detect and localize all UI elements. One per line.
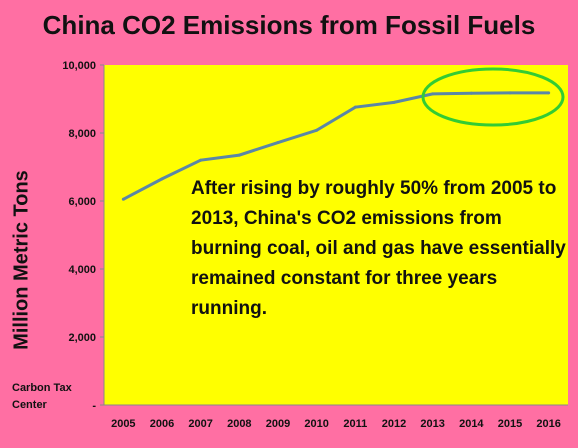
data-point xyxy=(431,92,435,96)
x-tick-label: 2015 xyxy=(498,418,522,430)
source-credit: Carbon Tax Center xyxy=(12,382,72,411)
x-tick-label: 2008 xyxy=(227,418,251,430)
series-line xyxy=(122,91,549,201)
data-point xyxy=(276,141,280,145)
x-tick-label: 2005 xyxy=(111,418,135,430)
x-tick-label: 2013 xyxy=(420,418,444,430)
x-tick-label: 2016 xyxy=(536,418,560,430)
y-tick-label: - xyxy=(92,400,96,412)
data-point xyxy=(469,91,473,95)
y-tick-label: 4,000 xyxy=(68,264,96,276)
y-tick-label: 2,000 xyxy=(68,332,96,344)
y-tick-label: 8,000 xyxy=(68,128,96,140)
data-point xyxy=(353,105,357,109)
x-tick-label: 2012 xyxy=(382,418,406,430)
y-tick-label: 6,000 xyxy=(68,196,96,208)
x-tick-label: 2006 xyxy=(150,418,174,430)
data-point xyxy=(199,158,203,162)
x-tick-label: 2010 xyxy=(304,418,328,430)
plot-area xyxy=(104,65,568,405)
data-point xyxy=(392,100,396,104)
x-tick-label: 2007 xyxy=(188,418,212,430)
data-point xyxy=(121,197,125,201)
x-tick-label: 2011 xyxy=(343,418,367,430)
y-axis-label: Million Metric Tons xyxy=(10,170,33,350)
x-tick-label: 2009 xyxy=(266,418,290,430)
x-tick-label: 2014 xyxy=(459,418,484,430)
data-point xyxy=(315,128,319,132)
highlight-ellipse xyxy=(421,67,565,127)
data-point xyxy=(237,153,241,157)
chart-title: China CO2 Emissions from Fossil Fuels xyxy=(42,10,536,40)
data-point xyxy=(547,91,551,95)
data-point xyxy=(508,91,512,95)
y-tick-label: 10,000 xyxy=(62,60,96,72)
data-point xyxy=(160,177,164,181)
annotation-text: After rising by roughly 50% from 2005 to… xyxy=(191,178,566,319)
